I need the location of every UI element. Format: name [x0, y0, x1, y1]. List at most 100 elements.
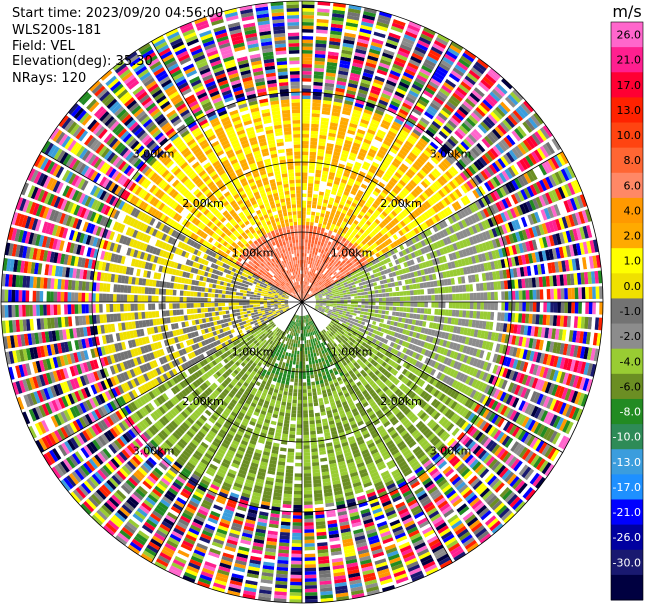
- range-gate: [484, 96, 496, 107]
- range-gate: [511, 302, 516, 311]
- range-gate: [316, 205, 322, 210]
- range-gate: [441, 294, 446, 301]
- range-gate: [297, 413, 302, 418]
- range-gate: [456, 127, 467, 137]
- range-gate: [315, 298, 320, 300]
- range-gate: [388, 311, 393, 316]
- range-gate: [305, 361, 309, 365]
- range-gate: [365, 174, 373, 181]
- range-gate: [384, 113, 394, 121]
- range-gate: [433, 153, 442, 162]
- range-gate: [420, 213, 428, 221]
- range-gate: [367, 95, 378, 102]
- range-gate: [361, 302, 365, 305]
- range-gate: [476, 158, 485, 169]
- range-gate: [313, 269, 316, 274]
- range-gate: [526, 170, 535, 183]
- range-gate: [441, 84, 453, 94]
- range-gate: [383, 198, 390, 205]
- range-gate: [308, 402, 313, 407]
- range-gate: [304, 336, 307, 341]
- range-gate: [318, 295, 323, 298]
- range-gate: [329, 272, 333, 276]
- range-gate: [421, 202, 429, 211]
- range-gate: [348, 4, 362, 11]
- range-gate: [539, 289, 544, 300]
- range-gate: [408, 266, 414, 272]
- range-gate: [415, 217, 422, 225]
- range-gate: [514, 127, 524, 140]
- range-gate: [361, 115, 371, 122]
- range-gate: [472, 64, 485, 75]
- range-gate: [326, 305, 330, 308]
- range-gate: [599, 286, 603, 299]
- range-gate: [333, 271, 338, 276]
- range-gate: [342, 237, 347, 243]
- range-gate: [379, 146, 388, 153]
- range-gate: [312, 194, 318, 199]
- range-gate: [527, 325, 532, 336]
- range-gate: [319, 131, 328, 136]
- range-gate: [360, 118, 370, 125]
- range-gate: [460, 156, 470, 166]
- range-gate: [427, 288, 432, 295]
- range-gate: [449, 244, 455, 252]
- range-gate: [538, 276, 544, 288]
- range-gate: [310, 293, 314, 297]
- range-gate: [423, 164, 432, 172]
- range-gate: [403, 208, 410, 215]
- range-gate: [302, 50, 313, 54]
- range-gate: [346, 254, 351, 260]
- range-gate: [442, 125, 453, 134]
- range-gate: [303, 438, 310, 442]
- range-gate: [316, 266, 320, 271]
- range-gate: [296, 427, 302, 432]
- range-gate: [367, 291, 372, 295]
- range-gate: [491, 228, 498, 238]
- range-gate: [341, 209, 348, 215]
- range-gate: [388, 287, 393, 292]
- range-gate: [494, 160, 504, 171]
- range-gate: [352, 236, 358, 242]
- range-gate: [474, 61, 487, 72]
- range-gate: [302, 249, 305, 254]
- range-gate: [546, 288, 551, 300]
- range-gate: [319, 268, 323, 273]
- range-gate: [392, 306, 397, 311]
- range-gate: [331, 231, 337, 237]
- range-gate: [555, 233, 562, 245]
- range-gate: [308, 406, 314, 411]
- range-gate: [302, 137, 309, 142]
- range-gate: [302, 347, 305, 351]
- range-gate: [387, 76, 398, 84]
- range-gate: [375, 277, 380, 282]
- range-gate: [403, 273, 408, 280]
- range-gate: [309, 264, 312, 269]
- range-gate: [387, 244, 393, 251]
- range-gate: [321, 114, 330, 119]
- range-gate: [437, 148, 447, 157]
- range-gate: [428, 259, 434, 267]
- range-gate: [307, 278, 310, 282]
- range-gate: [386, 215, 393, 222]
- range-gate: [374, 200, 381, 206]
- range-gate: [417, 140, 426, 149]
- range-gate: [330, 27, 343, 32]
- range-gate: [331, 247, 336, 252]
- range-gate: [452, 243, 458, 251]
- range-gate: [501, 198, 509, 209]
- range-gate: [393, 141, 402, 149]
- range-gate: [311, 208, 316, 212]
- range-gate: [350, 309, 354, 313]
- range-gate: [447, 168, 456, 178]
- range-gate: [327, 58, 338, 64]
- range-gate: [461, 219, 468, 228]
- range-gate: [419, 137, 429, 146]
- range-gate: [513, 324, 518, 334]
- range-gate: [388, 272, 394, 278]
- range-gate: [392, 254, 398, 260]
- range-gate: [307, 395, 313, 400]
- range-gate: [343, 217, 349, 223]
- range-gate: [513, 206, 521, 217]
- range-gate: [359, 211, 365, 217]
